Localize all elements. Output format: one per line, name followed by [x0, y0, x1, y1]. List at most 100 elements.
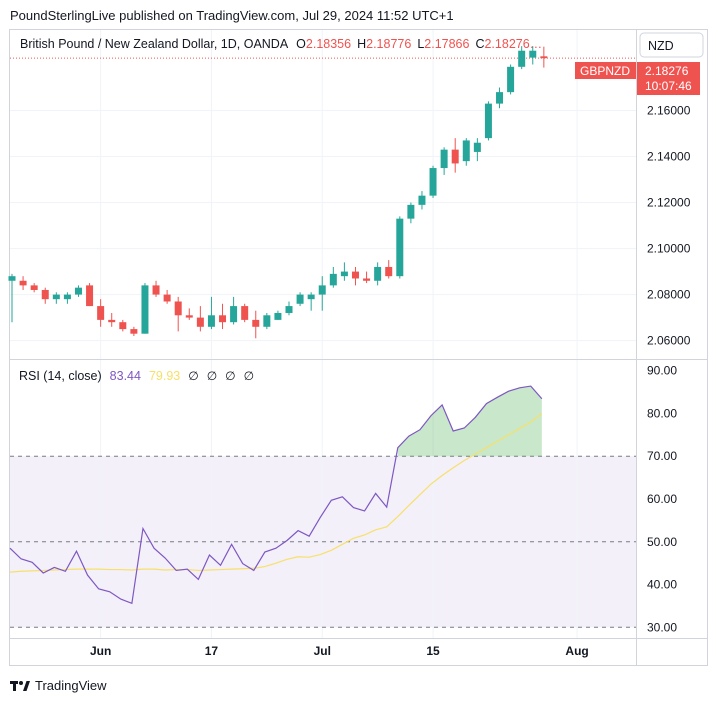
candle-body [30, 285, 38, 290]
candle-body [52, 294, 60, 300]
y-tick-label: 2.06000 [647, 334, 691, 348]
candle-body [473, 142, 481, 152]
candle-body [340, 271, 348, 277]
x-tick-label: Jul [314, 644, 331, 658]
candle-body [363, 278, 371, 281]
candle-body [119, 322, 127, 330]
rsi-y-tick-label: 60.00 [647, 492, 677, 506]
symbol-tag [575, 62, 636, 79]
rsi-y-tick-label: 80.00 [647, 406, 677, 420]
legend-low-label: L [417, 37, 424, 51]
legend-symbol: British Pound / New Zealand Dollar, 1D, … [20, 37, 289, 51]
candle-body [496, 92, 504, 104]
y-tick-label: 2.08000 [647, 288, 691, 302]
published-header: PoundSterlingLive published on TradingVi… [10, 8, 454, 23]
x-tick-label: Aug [565, 644, 588, 658]
axes-layer: Jun 17 Jul 15 Aug 2.06000 2.08000 2.10000 2.1200… [10, 30, 707, 665]
candle-body [440, 149, 448, 169]
rsi-legend-na-2: ∅ [207, 369, 217, 383]
candle-body [307, 294, 315, 300]
candle-body [274, 312, 282, 320]
y-tick-label: 2.16000 [647, 104, 691, 118]
candle-body [385, 266, 393, 277]
candle-body [230, 306, 238, 323]
rsi-y-tick-label: 90.00 [647, 364, 677, 378]
rsi-legend-ma: 79.93 [149, 369, 180, 383]
candle-body [63, 294, 71, 300]
candle-body [418, 195, 426, 205]
legend-close-label: C [475, 37, 484, 51]
legend-low-value: 2.17866 [424, 37, 469, 51]
candle-body [8, 276, 16, 281]
candle-body [329, 273, 337, 286]
countdown-value: 10:07:46 [645, 79, 692, 93]
rsi-ma-line [9, 413, 543, 573]
currency-button-label: NZD [648, 39, 674, 53]
candle-body [462, 140, 470, 162]
chart-frame[interactable] [9, 29, 708, 666]
candle-body [540, 56, 548, 59]
rsi-overbought-fill [397, 386, 542, 457]
currency-button[interactable] [639, 32, 704, 58]
y-tick-label: 2.14000 [647, 150, 691, 164]
candle-body [429, 168, 437, 196]
legend-open-label: O [296, 37, 306, 51]
candles-layer [8, 46, 548, 339]
rsi-legend-value: 83.44 [110, 369, 141, 383]
x-tick-label: Jun [90, 644, 111, 658]
candle-body [196, 317, 204, 327]
rsi-line [9, 385, 543, 605]
candle-body [207, 315, 215, 327]
candle-body [263, 315, 271, 327]
rsi-y-tick-label: 40.00 [647, 578, 677, 592]
candle-body [252, 319, 260, 327]
last-price-tag [637, 62, 700, 95]
rsi-legend-na-4: ∅ [244, 369, 254, 383]
candle-body [451, 149, 459, 164]
footer-brand[interactable]: TradingView [10, 678, 107, 693]
candle-body [130, 329, 138, 334]
candle-body [174, 301, 182, 316]
candle-body [285, 306, 293, 313]
candle-body [19, 280, 27, 286]
legend-open-value: 2.18356 [306, 37, 351, 51]
candle-body [507, 66, 515, 93]
candle-body [296, 294, 304, 304]
candle-body [351, 271, 359, 279]
rsi-legend-na-3: ∅ [225, 369, 235, 383]
candle-body [318, 285, 326, 295]
candle-body [141, 285, 149, 334]
last-price-value: 2.18276 [645, 64, 689, 78]
rsi-legend-title: RSI (14, close) [19, 369, 102, 383]
candle-body [374, 266, 382, 281]
candle-body [152, 285, 160, 295]
candle-body [108, 319, 116, 323]
tradingview-logo-icon [10, 680, 30, 691]
candle-body [241, 306, 249, 320]
y-tick-label: 2.10000 [647, 242, 691, 256]
footer-brand-label: TradingView [35, 678, 107, 693]
candle-body [529, 50, 537, 58]
rsi-legend-na-1: ∅ [188, 369, 198, 383]
candle-body [163, 294, 171, 302]
candle-body [396, 218, 404, 277]
rsi-y-tick-label: 30.00 [647, 620, 677, 634]
candle-body [518, 50, 526, 67]
candle-body [41, 289, 49, 300]
candle-body [74, 287, 82, 295]
legend-close-value: 2.18276… [484, 37, 542, 51]
legend-high-value: 2.18776 [366, 37, 411, 51]
candle-body [86, 285, 94, 307]
candle-body [484, 103, 492, 139]
candle-body [219, 315, 227, 323]
rsi-y-tick-label: 70.00 [647, 449, 677, 463]
candle-body [97, 306, 105, 320]
rsi-y-tick-label: 50.00 [647, 535, 677, 549]
rsi-layer [9, 385, 543, 605]
legend-high-label: H [357, 37, 366, 51]
x-tick-label: 17 [205, 644, 219, 658]
y-tick-label: 2.12000 [647, 196, 691, 210]
symbol-tag-label: GBPNZD [580, 64, 630, 78]
candle-body [407, 204, 415, 219]
